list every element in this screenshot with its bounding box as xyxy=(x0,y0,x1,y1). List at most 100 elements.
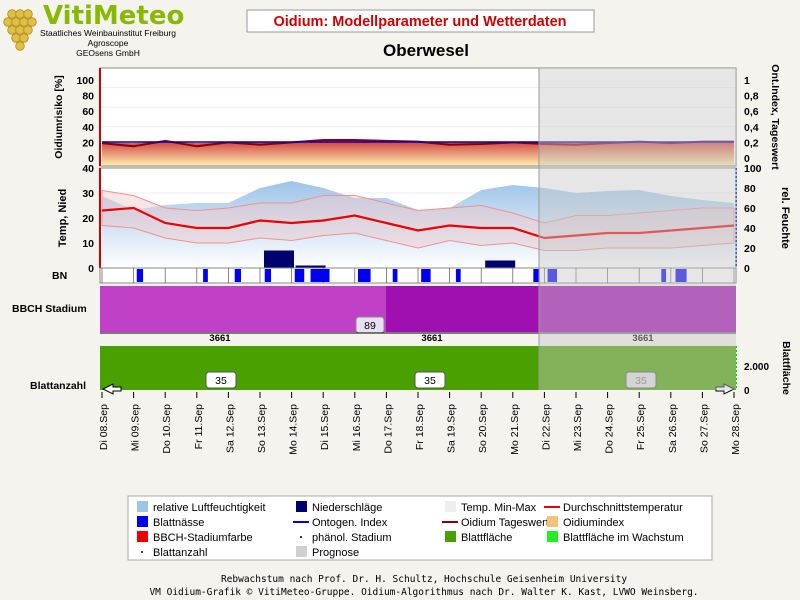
tick-label: 60 xyxy=(744,203,756,215)
grape-berry xyxy=(27,17,37,27)
legend-label: Oidiumindex xyxy=(563,517,625,529)
legend-item: Blattnässe xyxy=(137,516,204,529)
x-tick-label: So 13.Sep xyxy=(256,404,268,453)
legend-swatch xyxy=(137,501,148,512)
avg-temp-line xyxy=(101,206,735,240)
legend-item: Prognose xyxy=(296,546,359,559)
x-tick-label: Di 08.Sep xyxy=(98,404,110,450)
tick-label: 0,4 xyxy=(744,122,759,134)
legend-item: Blattanzahl xyxy=(141,547,207,559)
leaf-wetness-bar xyxy=(310,269,330,282)
legend-swatch xyxy=(547,531,558,542)
grape-berry xyxy=(3,17,13,27)
x-tick-label: Mi 09.Sep xyxy=(130,404,142,451)
axis-label: Blattfläche xyxy=(780,341,792,395)
tick-label: 60 xyxy=(82,106,94,118)
tick-label: 0 xyxy=(744,263,750,275)
grape-logo-icon xyxy=(3,9,37,51)
axis-label: Temp, Nied xyxy=(57,189,69,247)
leaf-wetness-bar xyxy=(136,269,144,282)
leaf-count-box xyxy=(625,371,657,389)
x-tick-label: Di 22.Sep xyxy=(540,404,552,450)
oidium-index-area xyxy=(102,140,734,166)
grape-berry xyxy=(11,17,21,27)
grape-berry xyxy=(15,41,25,51)
tick-label: 0,2 xyxy=(744,137,759,149)
axis-label: rel. Feuchte xyxy=(779,187,791,249)
x-tick-label: Do 10.Sep xyxy=(161,404,173,454)
x-tick-label: Mo 21.Sep xyxy=(509,404,521,455)
legend-swatch xyxy=(445,531,456,542)
tick-label: 100 xyxy=(76,75,94,87)
legend-swatch xyxy=(137,531,148,542)
tick-label: 40 xyxy=(744,223,756,235)
footer-line-2: VM Oidium-Grafik © VitiMeteo-Gruppe. Oid… xyxy=(149,587,698,598)
legend-label: Oidium Tageswert xyxy=(461,517,549,529)
legend-label: relative Luftfeuchtigkeit xyxy=(153,502,266,514)
bbch-stage-area xyxy=(386,286,736,332)
scroll-right-icon xyxy=(715,383,736,395)
leaf-count-label: 35 xyxy=(424,375,436,387)
legend-item: Niederschläge xyxy=(296,501,382,514)
legend-label: Blattfläche im Wachstum xyxy=(563,532,684,544)
logo-line: GEOsens GmbH xyxy=(76,48,140,58)
grape-berry xyxy=(19,33,29,43)
grape-berry xyxy=(11,33,21,43)
x-tick-label: Fr 11.Sep xyxy=(193,404,205,449)
x-tick-label: Mo 28.Sep xyxy=(730,404,742,455)
logo-title: VitiMeteo xyxy=(43,1,184,31)
tick-label: 0 xyxy=(744,386,750,397)
tick-label: 20 xyxy=(82,213,94,225)
location-title: Oberwesel xyxy=(383,41,469,60)
x-tick-label: So 20.Sep xyxy=(477,404,489,453)
legend-label: Blattnässe xyxy=(153,517,204,529)
grape-berry xyxy=(7,9,17,19)
legend-label: BBCH-Stadiumfarbe xyxy=(153,532,253,544)
legend-item: Oidiumindex xyxy=(547,516,625,529)
rain-bar xyxy=(264,250,294,268)
legend-item: Oidium Tageswert xyxy=(442,517,549,529)
tick-label: 40 xyxy=(82,163,94,175)
x-tick-label: Mi 23.Sep xyxy=(572,404,584,451)
leaf-count-box xyxy=(205,371,237,389)
tick-label: 0 xyxy=(88,263,94,275)
legend-swatch xyxy=(547,516,558,527)
x-tick-label: Mi 16.Sep xyxy=(351,404,363,451)
tick-label: 0,6 xyxy=(744,106,759,118)
x-tick-label: Fr 18.Sep xyxy=(414,404,426,450)
tick-label: 30 xyxy=(82,188,94,200)
forecast-overlay xyxy=(539,68,736,390)
axis-label: Oidiumrisiko [%] xyxy=(53,75,65,158)
bbch-stage-area xyxy=(100,286,386,332)
leaf-wetness-bar xyxy=(675,269,687,282)
tick-label: 1 xyxy=(744,75,750,87)
leaf-wetness-bar xyxy=(264,269,272,282)
axis-label: Ont.Index, Tageswert xyxy=(769,64,781,170)
logo-line: Staatliches Weinbauinstitut Freiburg xyxy=(40,28,176,38)
bbch-tick-label: 3661 xyxy=(632,333,654,344)
legend-item: Durchschnittstemperatur xyxy=(544,502,683,514)
leaf-wetness-bar xyxy=(294,269,305,282)
tick-label: 100 xyxy=(744,163,762,175)
grape-berry xyxy=(23,25,33,35)
leaf-wetness-bar xyxy=(203,269,208,282)
leaf-wetness-bar xyxy=(421,269,431,282)
legend-label: Niederschläge xyxy=(312,502,382,514)
grape-berry xyxy=(23,9,33,19)
leaf-wetness-bar xyxy=(547,269,558,282)
legend-label: Prognose xyxy=(312,547,359,559)
tick-label: 0 xyxy=(88,153,94,165)
leaf-count-label: 35 xyxy=(215,375,227,387)
legend-swatch xyxy=(296,546,307,557)
footer-line-1: Rebwachstum nach Prof. Dr. H. Schultz, H… xyxy=(221,574,627,585)
grape-berry xyxy=(19,17,29,27)
legend-item: Ontogen. Index xyxy=(293,517,388,529)
chart-title: Oidium: Modellparameter und Wetterdaten xyxy=(274,14,567,30)
x-tick-label: Di 15.Sep xyxy=(319,404,331,450)
tick-label: 20 xyxy=(82,137,94,149)
x-tick-label: Do 17.Sep xyxy=(382,404,394,454)
tick-label: 2.000 xyxy=(744,362,769,373)
legend-item: BBCH-Stadiumfarbe xyxy=(137,531,253,544)
legend-item: Blattfläche im Wachstum xyxy=(547,531,684,544)
